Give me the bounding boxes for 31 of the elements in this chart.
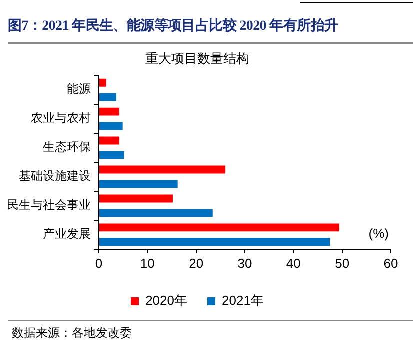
y-tick-label: 能源 bbox=[67, 82, 91, 96]
x-tick-label: 50 bbox=[335, 256, 350, 271]
y-tick-label: 农业与农村 bbox=[31, 111, 91, 126]
bar bbox=[100, 194, 173, 203]
bar bbox=[100, 136, 120, 145]
bar bbox=[100, 224, 340, 232]
annotation: (%) bbox=[368, 226, 389, 241]
x-tick-label: 0 bbox=[95, 256, 103, 271]
x-tick-label: 30 bbox=[238, 256, 252, 271]
bar bbox=[100, 180, 178, 188]
bar bbox=[100, 209, 213, 218]
bar bbox=[100, 166, 226, 174]
y-tick-label: 生态环保 bbox=[43, 140, 91, 154]
bar bbox=[100, 78, 106, 87]
x-tick-label: 20 bbox=[189, 256, 204, 271]
legend-label: 2021年 bbox=[222, 293, 264, 308]
y-tick-label: 民生与社会事业 bbox=[7, 198, 91, 212]
bar bbox=[100, 238, 330, 246]
bar bbox=[100, 108, 120, 116]
x-tick-label: 60 bbox=[384, 256, 398, 271]
x-tick-label: 40 bbox=[286, 256, 301, 271]
y-tick-label: 产业发展 bbox=[43, 227, 91, 242]
bar bbox=[100, 93, 117, 102]
y-tick-label: 基础设施建设 bbox=[19, 169, 91, 184]
bar bbox=[100, 151, 124, 160]
x-tick-label: 10 bbox=[140, 256, 155, 271]
bar bbox=[100, 122, 123, 130]
chart-title: 重大项目数量结构 bbox=[146, 51, 250, 66]
chart-subtitle: 图7：2021 年民生、能源等项目占比较 2020 年有所抬升 bbox=[8, 17, 338, 35]
source-note: 数据来源：各地发改委 bbox=[12, 325, 132, 342]
legend-label: 2020年 bbox=[146, 293, 188, 308]
